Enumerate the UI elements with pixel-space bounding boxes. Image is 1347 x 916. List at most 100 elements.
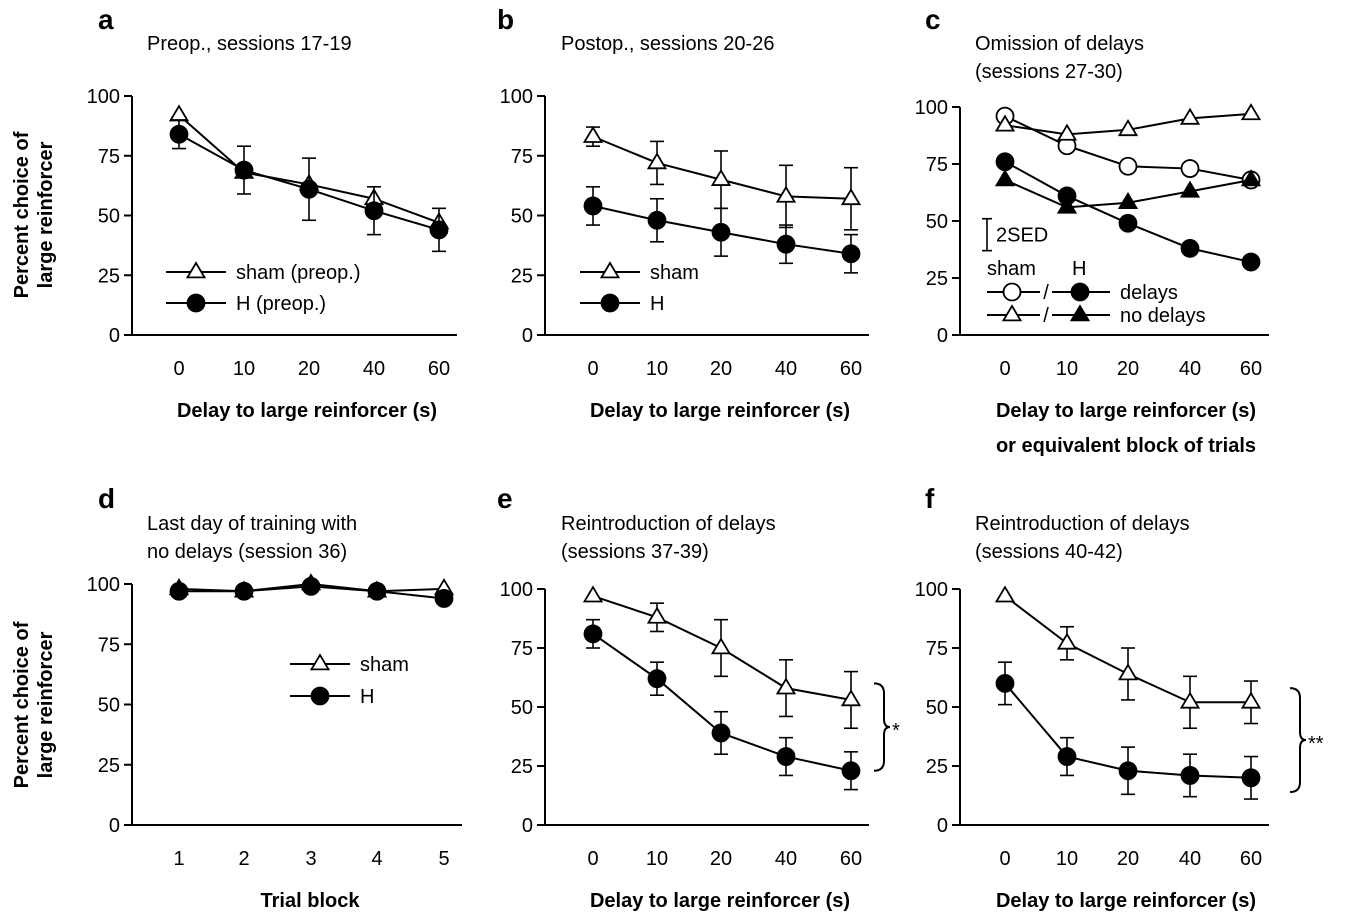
x-tick-label: 0 [999, 848, 1010, 870]
series-h [995, 661, 1261, 800]
brace [873, 682, 891, 772]
panel-title: Last day of training with [147, 513, 357, 535]
data-point [1056, 632, 1078, 650]
data-point [1179, 107, 1201, 125]
y-tick-label: 0 [522, 815, 533, 837]
data-point [1118, 213, 1138, 233]
y-tick-label: 75 [926, 638, 948, 660]
y-axis-label-line-2: large reinforcer [35, 141, 57, 288]
y-tick-label: 25 [98, 265, 120, 287]
legend-row-label: delays [1120, 282, 1178, 304]
x-tick-label: 5 [438, 848, 449, 870]
panel-title: Reintroduction of delays [561, 513, 776, 535]
data-point [1241, 252, 1261, 272]
x-tick-label: 60 [840, 358, 862, 380]
y-tick-label: 50 [926, 697, 948, 719]
data-point [775, 185, 797, 203]
data-point [647, 669, 667, 689]
data-point [169, 124, 189, 144]
brace [1289, 687, 1307, 793]
legend-entry: H [580, 293, 664, 315]
data-point [1240, 169, 1262, 187]
y-tick-label: 75 [511, 146, 533, 168]
y-tick-label: 75 [511, 638, 533, 660]
x-tick-label: 40 [775, 848, 797, 870]
x-axis-label: Delay to large reinforcer (s) [996, 400, 1256, 422]
y-tick-label: 0 [109, 325, 120, 347]
data-point [1180, 159, 1200, 178]
data-point [710, 168, 732, 186]
legend-marker [309, 653, 331, 671]
y-tick-label: 50 [511, 697, 533, 719]
data-point [168, 104, 190, 122]
series-h [583, 186, 861, 274]
data-point [776, 234, 796, 254]
y-tick-label: 100 [87, 574, 120, 596]
x-tick-label: 4 [371, 848, 382, 870]
panel-title: Preop., sessions 17-19 [147, 33, 352, 55]
x-axis-label: Delay to large reinforcer (s) [590, 890, 850, 912]
x-axis-label: Delay to large reinforcer (s) [590, 400, 850, 422]
data-point [1241, 768, 1261, 788]
data-point [841, 761, 861, 781]
y-tick-label: 0 [937, 325, 948, 347]
data-point [711, 723, 731, 743]
data-point [582, 125, 604, 143]
panel-letter: a [98, 4, 114, 35]
data-point [710, 637, 732, 655]
data-point [583, 624, 603, 644]
y-tick-label: 0 [109, 815, 120, 837]
y-tick-label: 75 [98, 146, 120, 168]
x-axis-label: Trial block [261, 890, 361, 912]
data-point [776, 747, 796, 766]
data-point [1057, 747, 1077, 766]
y-tick-label: 25 [98, 755, 120, 777]
legend-entry: H (preop.) [166, 293, 326, 315]
legend-marker [1069, 304, 1091, 322]
series-h-delays [995, 152, 1261, 272]
panel-c: c Omission of delays (sessions 27-30) Delay… [915, 4, 1269, 457]
legend-marker [1070, 282, 1090, 302]
x-tick-label: 1 [173, 848, 184, 870]
y-tick-label: 0 [937, 815, 948, 837]
x-tick-label: 10 [646, 848, 668, 870]
legend-entry: sham [580, 261, 699, 284]
data-point [367, 581, 387, 601]
y-tick-label: 50 [926, 211, 948, 233]
x-tick-label: 0 [999, 358, 1010, 380]
panel-d: d Last day of training with no delays (ses… [87, 483, 462, 912]
series-line [1004, 160, 1252, 264]
data-point [234, 160, 254, 180]
x-tick-label: 60 [1240, 358, 1262, 380]
significance-bracket: ** [1289, 687, 1324, 793]
legend-label: H [360, 686, 374, 708]
data-point [364, 201, 384, 221]
data-point [840, 188, 862, 206]
sed-label: 2SED [996, 225, 1048, 247]
data-point [841, 244, 861, 264]
data-point [646, 606, 668, 624]
legend-entry: sham (preop.) [166, 261, 361, 284]
data-point [775, 677, 797, 695]
x-tick-label: 20 [710, 848, 732, 870]
x-tick-label: 40 [363, 358, 385, 380]
series-sham [582, 125, 862, 231]
legend-separator: / [1043, 305, 1049, 327]
data-point [1117, 663, 1139, 681]
legend-marker [600, 293, 620, 313]
panel-title: (sessions 40-42) [975, 541, 1123, 563]
legend-marker [310, 686, 330, 706]
legend-entry: sham [290, 653, 409, 676]
significance-label: * [892, 720, 900, 742]
data-point [583, 196, 603, 216]
x-axis-label: Delay to large reinforcer (s) [177, 400, 437, 422]
legend-marker [1002, 282, 1022, 302]
legend-row-label: no delays [1120, 305, 1206, 327]
data-point [301, 577, 321, 596]
data-point [1240, 103, 1262, 121]
panel-title: Omission of delays [975, 33, 1144, 55]
data-point [994, 169, 1016, 187]
x-tick-label: 20 [1117, 358, 1139, 380]
data-point [840, 689, 862, 707]
